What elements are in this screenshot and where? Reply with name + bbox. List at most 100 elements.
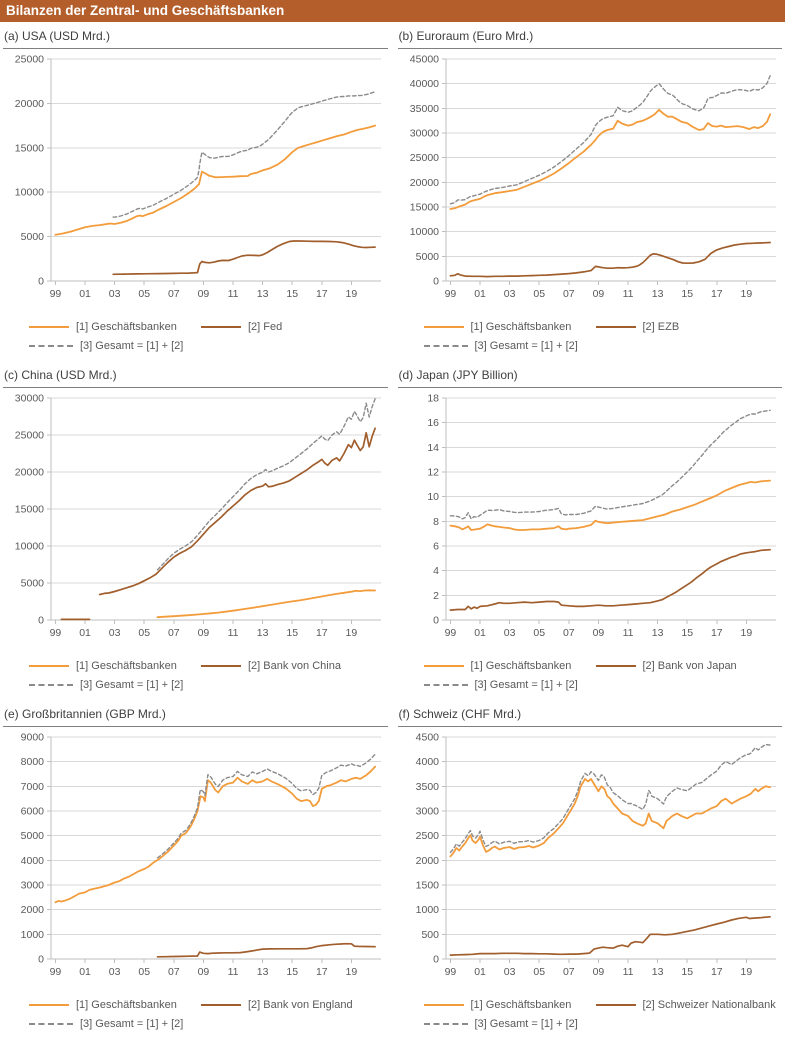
legend-grossbritannien: [1] Geschäftsbanken [2] Bank von England… — [3, 995, 388, 1033]
legend-label: [2] EZB — [642, 320, 680, 333]
panel-title-japan: (d) Japan (JPY Billion) — [397, 365, 782, 388]
orange-line-swatch-icon — [423, 325, 464, 328]
svg-text:13: 13 — [651, 627, 663, 639]
panel-china: (c) China (USD Mrd.) 0 5000 10000 15000 2000… — [3, 365, 388, 694]
svg-text:4000: 4000 — [415, 756, 439, 768]
legend-item-commercial-banks: [1] Geschäftsbanken — [423, 320, 596, 333]
svg-text:20000: 20000 — [15, 98, 44, 110]
svg-text:45000: 45000 — [409, 54, 438, 66]
svg-text:01: 01 — [474, 966, 486, 978]
svg-text:10000: 10000 — [409, 226, 438, 238]
svg-text:11: 11 — [228, 288, 239, 300]
svg-text:19: 19 — [346, 966, 358, 978]
legend-item-total: [3] Gesamt = [1] + [2] — [423, 679, 578, 691]
svg-text:11: 11 — [622, 627, 633, 639]
svg-text:13: 13 — [651, 966, 663, 978]
svg-text:10000: 10000 — [15, 541, 44, 553]
svg-text:5000: 5000 — [21, 231, 45, 243]
legend-euroraum: [1] Geschäftsbanken [2] EZB [3] Gesamt =… — [398, 317, 783, 355]
svg-text:0: 0 — [38, 954, 44, 966]
panel-title-schweiz: (f) Schweiz (CHF Mrd.) — [397, 704, 782, 727]
svg-text:11: 11 — [228, 627, 239, 639]
svg-text:11: 11 — [622, 288, 633, 300]
svg-text:07: 07 — [562, 288, 574, 300]
brown-line-swatch-icon — [201, 325, 241, 328]
legend-label: [1] Geschäftsbanken — [470, 659, 572, 672]
svg-text:2000: 2000 — [21, 904, 45, 916]
svg-text:2000: 2000 — [415, 855, 439, 867]
svg-text:0: 0 — [38, 615, 44, 627]
svg-text:15: 15 — [681, 288, 693, 300]
svg-text:3500: 3500 — [415, 781, 439, 793]
svg-text:99: 99 — [444, 966, 456, 978]
svg-text:03: 03 — [109, 966, 121, 978]
svg-text:12: 12 — [427, 467, 439, 479]
brown-line-swatch-icon — [595, 325, 636, 328]
svg-text:10000: 10000 — [15, 187, 44, 199]
svg-text:07: 07 — [168, 288, 180, 300]
orange-line-swatch-icon — [29, 664, 69, 667]
legend-label: [1] Geschäftsbanken — [470, 320, 572, 333]
svg-text:25000: 25000 — [15, 430, 44, 442]
svg-text:18: 18 — [427, 393, 439, 405]
legend-item-central-bank: [2] Bank von China — [201, 660, 341, 672]
svg-text:11: 11 — [622, 966, 633, 978]
legend-item-total: [3] Gesamt = [1] + [2] — [29, 1018, 183, 1030]
legend-label: [1] Geschäftsbanken — [470, 998, 572, 1011]
svg-text:09: 09 — [592, 288, 604, 300]
chart-grossbritannien: 0 1000 2000 3000 4000 5000 6000 7000 8000 9000 99 0… — [21, 732, 381, 978]
svg-text:25000: 25000 — [15, 54, 44, 66]
legend-row: [1] Geschäftsbanken [2] Bank von England — [29, 995, 388, 1014]
svg-text:40000: 40000 — [409, 78, 438, 90]
svg-text:35000: 35000 — [409, 103, 438, 115]
dashed-line-swatch-icon — [29, 1022, 73, 1025]
legend-row: [1] Geschäftsbanken [2] Schweizer Nation… — [423, 995, 783, 1014]
panel-grid: (a) USA (USD Mrd.) 0 5000 10000 15000 20000 2… — [0, 22, 785, 1035]
legend-item-commercial-banks: [1] Geschäftsbanken — [423, 659, 596, 672]
dashed-line-swatch-icon — [29, 683, 73, 686]
legend-item-total: [3] Gesamt = [1] + [2] — [29, 679, 183, 691]
svg-text:14: 14 — [427, 442, 439, 454]
chart-usa: 0 5000 10000 15000 20000 25000 99 01 03 05 07 09 11 1… — [15, 54, 381, 300]
svg-text:05: 05 — [138, 627, 150, 639]
svg-text:9000: 9000 — [21, 732, 45, 744]
svg-text:6: 6 — [433, 541, 439, 553]
svg-text:5000: 5000 — [21, 578, 45, 590]
svg-text:15: 15 — [286, 288, 298, 300]
svg-text:11: 11 — [228, 966, 239, 978]
panel-japan: (d) Japan (JPY Billion) 0 2 4 6 8 10 12 14 16 18 9… — [397, 365, 783, 694]
report-title-bar: Bilanzen der Zentral- und Geschäftsbanke… — [0, 0, 785, 22]
svg-text:8000: 8000 — [21, 756, 45, 768]
legend-japan: [1] Geschäftsbanken [2] Bank von Japan [… — [398, 656, 783, 694]
svg-text:19: 19 — [740, 627, 752, 639]
brown-line-swatch-icon — [595, 664, 636, 667]
svg-text:25000: 25000 — [409, 152, 438, 164]
legend-item-commercial-banks: [1] Geschäftsbanken — [29, 999, 201, 1011]
svg-text:2500: 2500 — [415, 830, 439, 842]
svg-text:16: 16 — [427, 417, 439, 429]
svg-text:5000: 5000 — [21, 830, 45, 842]
svg-text:09: 09 — [198, 288, 210, 300]
legend-row: [3] Gesamt = [1] + [2] — [29, 336, 388, 355]
legend-item-commercial-banks: [1] Geschäftsbanken — [423, 998, 596, 1011]
svg-text:01: 01 — [474, 627, 486, 639]
svg-text:4000: 4000 — [21, 855, 45, 867]
svg-text:17: 17 — [316, 627, 328, 639]
legend-row: [1] Geschäftsbanken [2] Bank von China — [29, 656, 388, 675]
legend-label: [1] Geschäftsbanken — [76, 659, 177, 672]
svg-text:1500: 1500 — [415, 880, 439, 892]
svg-text:05: 05 — [533, 966, 545, 978]
svg-text:07: 07 — [168, 627, 180, 639]
legend-item-central-bank: [2] Bank von Japan — [595, 660, 737, 672]
legend-label: [2] Schweizer Nationalbank — [642, 998, 776, 1011]
svg-text:0: 0 — [433, 615, 439, 627]
orange-line-swatch-icon — [29, 1003, 69, 1006]
svg-text:01: 01 — [474, 288, 486, 300]
svg-text:17: 17 — [710, 288, 722, 300]
svg-text:07: 07 — [168, 966, 180, 978]
svg-text:17: 17 — [316, 966, 328, 978]
legend-row: [3] Gesamt = [1] + [2] — [423, 336, 783, 355]
brown-line-swatch-icon — [595, 1003, 636, 1006]
legend-item-total: [3] Gesamt = [1] + [2] — [423, 1018, 578, 1030]
legend-item-central-bank: [2] Schweizer Nationalbank — [595, 998, 776, 1011]
